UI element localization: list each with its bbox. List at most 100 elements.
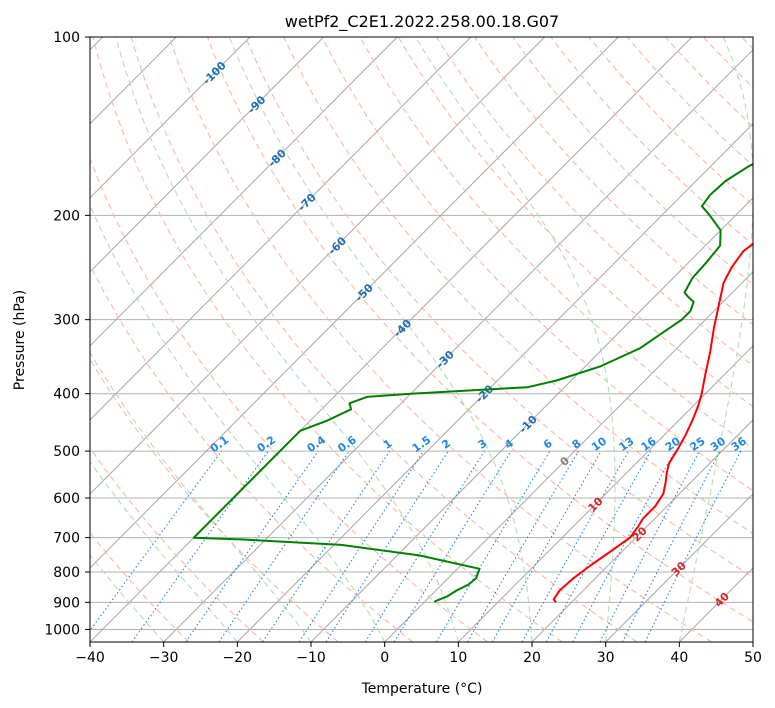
isotherm-line — [90, 37, 472, 421]
mixing-ratio-line — [185, 450, 319, 642]
dry-adiabat-line — [550, 37, 753, 246]
dry-adiabat-line — [321, 37, 753, 492]
isotherm-label: -100 — [200, 59, 229, 88]
isotherm-line — [90, 37, 324, 273]
mixing-ratio-line — [298, 450, 424, 642]
mixing-ratio-label: 1.5 — [410, 433, 433, 455]
moist-adiabat-line — [90, 554, 165, 642]
dewpoint-profile-line — [192, 163, 753, 604]
dry-adiabat-line — [626, 37, 753, 167]
dry-adiabat-line — [90, 446, 264, 642]
dry-adiabat-line — [206, 37, 753, 623]
x-tick-label: 20 — [523, 650, 541, 666]
x-tick-label: 10 — [449, 650, 467, 666]
x-tick-label: 0 — [380, 650, 389, 666]
dry-adiabat-line — [741, 37, 753, 50]
y-tick-label: 200 — [53, 208, 80, 224]
isotherm-line — [163, 48, 753, 642]
mixing-ratio-label: 0.1 — [208, 433, 231, 455]
isotherm-label: 0 — [558, 454, 573, 469]
mixing-ratio-line — [545, 450, 652, 642]
chart-title: wetPf2_C2E1.2022.258.00.18.G07 — [285, 12, 559, 32]
isotherm-line — [90, 37, 619, 569]
isotherm-label: -70 — [295, 191, 318, 214]
x-tick-label: −40 — [75, 650, 105, 666]
mixing-ratio-label: 0.2 — [255, 433, 278, 455]
mixing-ratio-line — [572, 450, 676, 642]
moist-adiabat-line — [228, 37, 533, 642]
dry-adiabat-line — [90, 358, 339, 642]
isotherm-line — [90, 37, 545, 495]
dry-adiabat-line — [168, 37, 712, 642]
mixing-ratio-label: 0.4 — [305, 433, 329, 455]
axes: −40 −30 −20 −10 0 10 20 30 40 5010020030040050060… — [44, 30, 762, 666]
mixing-ratio-line — [325, 450, 449, 642]
dry-adiabat-line — [92, 37, 563, 642]
x-tick-label: 50 — [744, 650, 762, 666]
mixing-ratio-label: 0.6 — [335, 433, 359, 455]
isotherm-line — [90, 37, 398, 347]
x-tick-label: −30 — [149, 650, 179, 666]
dry-adiabat-line — [359, 37, 753, 449]
isotherm-line — [236, 123, 753, 642]
mixing-ratio-label: 6 — [541, 436, 555, 451]
mixing-ratio-label: 2 — [439, 437, 453, 452]
plot-area: 0.1 0.2 0.4 0.6 1 1.5 2 3 4 6 8 10 13 16 20 25 30 36-100-… — [90, 37, 753, 642]
y-tick-label: 700 — [53, 531, 80, 547]
y-tick-label: 400 — [53, 387, 80, 403]
dry-adiabat-line — [245, 37, 753, 578]
dry-adiabat-line — [90, 156, 488, 642]
y-tick-label: 500 — [53, 444, 80, 460]
dry-adiabat-line — [435, 37, 753, 367]
isotherm-line — [752, 641, 753, 642]
mixing-ratio-line — [491, 450, 602, 642]
x-tick-label: 30 — [597, 650, 615, 666]
moist-adiabat-line — [90, 460, 238, 642]
mixing-ratio-label: 3 — [476, 437, 490, 452]
isotherm-line — [384, 271, 753, 642]
mixing-ratio-line — [90, 450, 222, 632]
x-tick-label: −10 — [296, 650, 326, 666]
isotherm-line — [457, 345, 753, 642]
dry-adiabat-line — [130, 37, 638, 642]
moist-adiabat-line — [115, 37, 459, 642]
mixing-ratio-line — [364, 450, 485, 642]
plot-frame — [89, 36, 754, 643]
isotherm-line — [531, 419, 753, 642]
mixing-ratio-line — [467, 450, 579, 642]
dry-adiabat-line — [512, 37, 753, 286]
moist-adiabat-line — [90, 351, 312, 642]
moist-adiabat-line — [678, 37, 753, 642]
moist-adiabat-line — [90, 203, 386, 642]
dry-adiabat-line — [664, 37, 753, 128]
mixing-ratio-line — [393, 450, 512, 642]
mixing-ratio-line — [131, 450, 269, 642]
mixing-ratio-line — [218, 450, 350, 642]
y-tick-label: 800 — [53, 565, 80, 581]
dry-adiabat-line — [283, 37, 753, 535]
isotherm-line — [90, 37, 693, 642]
x-tick-label: 40 — [670, 650, 688, 666]
isotherm-line — [90, 37, 251, 199]
y-tick-label: 300 — [53, 313, 80, 329]
isotherm-line — [678, 567, 753, 642]
y-axis-label: Pressure (hPa) — [12, 290, 28, 390]
dry-adiabat-line — [397, 37, 753, 408]
dry-adiabat-line — [90, 263, 414, 642]
isotherm-line — [605, 493, 753, 642]
x-tick-label: −20 — [223, 650, 253, 666]
dry-adiabat-line — [703, 37, 753, 89]
dry-adiabat-line — [90, 531, 190, 642]
x-axis-label: Temperature (°C) — [361, 681, 483, 697]
mixing-ratio-line — [435, 450, 551, 642]
temperature-profile-line — [552, 242, 753, 603]
y-tick-label: 1000 — [44, 622, 80, 638]
y-tick-label: 600 — [53, 491, 80, 507]
mixing-ratio-line — [262, 450, 391, 642]
moist-adiabat-line — [415, 37, 616, 642]
dry-adiabat-line — [588, 37, 753, 206]
y-tick-label: 900 — [53, 595, 80, 611]
y-tick-label: 100 — [53, 30, 80, 46]
mixing-ratio-line — [521, 450, 629, 642]
